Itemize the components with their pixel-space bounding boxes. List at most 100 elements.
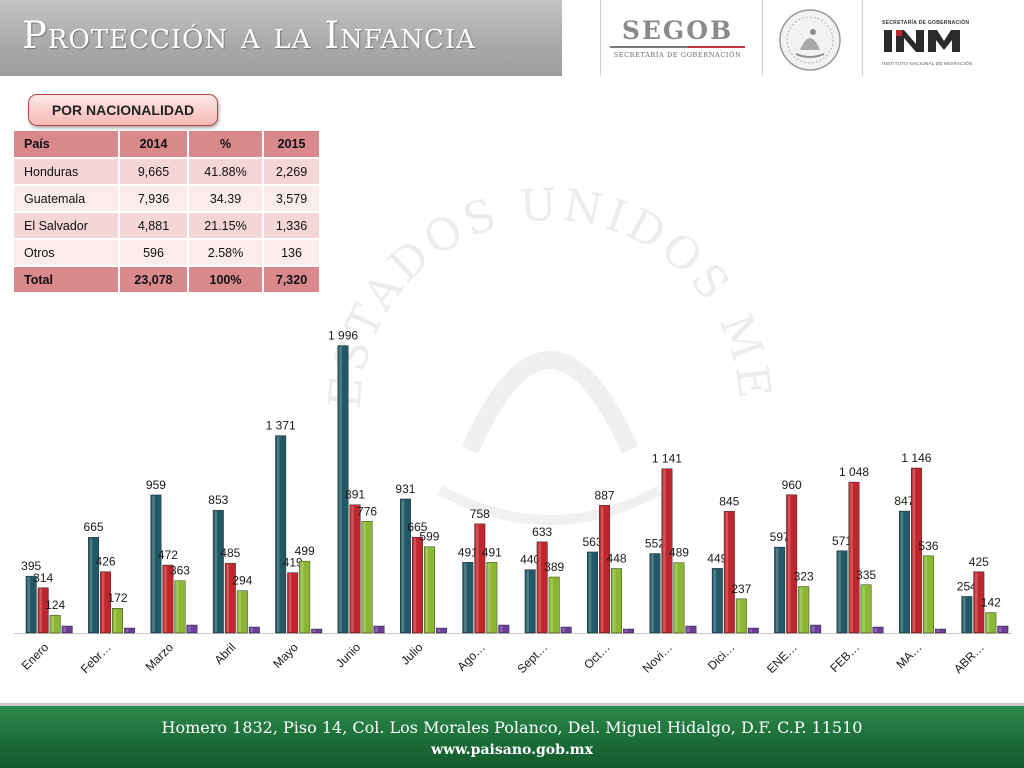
footer-address: Homero 1832, Piso 14, Col. Los Morales P… xyxy=(161,718,863,737)
table-cell: 4,881 xyxy=(120,213,189,240)
bar-highlight xyxy=(401,499,405,632)
bar-1 xyxy=(786,494,798,634)
data-label: 552 xyxy=(645,537,665,551)
table-row: Otros 596 2.58% 136 xyxy=(14,240,321,267)
bar-highlight xyxy=(288,573,292,632)
table-cell: 1,336 xyxy=(264,213,321,240)
table-cell: Total xyxy=(14,267,120,294)
bar-highlight xyxy=(300,562,304,632)
bar-highlight xyxy=(526,570,529,632)
x-tick-label: Marzo xyxy=(143,640,177,674)
data-label: 294 xyxy=(232,574,252,588)
table-header-cell: 2015 xyxy=(264,131,321,159)
section-badge: POR NACIONALIDAD xyxy=(28,94,218,126)
title-band: Protección a la Infancia xyxy=(0,0,562,76)
bar-3 xyxy=(685,625,697,634)
data-label: 891 xyxy=(345,488,365,502)
table-cell: 23,078 xyxy=(120,267,189,294)
bar-3 xyxy=(373,625,385,634)
bar-highlight xyxy=(975,572,978,632)
bar-highlight xyxy=(464,563,467,632)
data-label: 847 xyxy=(894,494,914,508)
bar-highlight xyxy=(787,495,791,632)
bar-highlight xyxy=(987,613,990,632)
x-tick-label: Novi… xyxy=(640,640,675,675)
header-divider xyxy=(600,0,601,76)
bar-highlight xyxy=(936,630,940,632)
bar-0 xyxy=(88,537,100,634)
segob-logo-name: SEGOB xyxy=(621,16,734,45)
bar-highlight xyxy=(152,495,155,632)
data-label: 1 146 xyxy=(901,451,931,465)
bar-highlight xyxy=(713,569,717,632)
bar-2 xyxy=(798,586,810,634)
bar-2 xyxy=(735,598,747,634)
bar-2 xyxy=(49,614,61,634)
data-label: 758 xyxy=(470,507,490,521)
bar-3 xyxy=(498,624,510,634)
bar-0 xyxy=(150,494,162,634)
table-cell: Honduras xyxy=(14,159,120,186)
bar-highlight xyxy=(125,629,129,632)
table-row: Guatemala 7,936 34.39 3,579 xyxy=(14,186,321,213)
bar-2 xyxy=(299,560,311,634)
data-label: 959 xyxy=(146,478,166,492)
data-label: 499 xyxy=(295,544,315,558)
data-label: 314 xyxy=(33,571,53,585)
x-tick-label: MA… xyxy=(893,640,924,671)
bar-1 xyxy=(723,511,735,634)
footer-url[interactable]: www.paisano.gob.mx xyxy=(431,742,593,758)
bar-1 xyxy=(37,587,49,634)
data-label: 142 xyxy=(981,596,1001,610)
bar-highlight xyxy=(39,588,42,632)
bar-highlight xyxy=(775,548,779,632)
bar-highlight xyxy=(912,468,916,632)
bar-0 xyxy=(337,345,349,634)
bar-0 xyxy=(649,553,661,634)
bar-1 xyxy=(349,504,361,634)
data-label: 536 xyxy=(918,539,938,553)
bar-0 xyxy=(275,435,287,634)
bar-highlight xyxy=(188,626,191,632)
bar-highlight xyxy=(500,626,503,632)
bar-2 xyxy=(985,612,997,634)
data-label: 597 xyxy=(770,530,790,544)
bar-3 xyxy=(997,625,1009,634)
bar-1 xyxy=(287,572,299,634)
bar-highlight xyxy=(113,609,117,632)
bar-highlight xyxy=(999,627,1002,632)
bar-0 xyxy=(587,551,599,634)
bar-highlight xyxy=(437,629,441,632)
bar-highlight xyxy=(811,626,815,632)
data-label: 472 xyxy=(158,548,178,562)
data-label: 440 xyxy=(520,553,540,567)
header-bar: Protección a la Infancia SEGOB SECRETARÍ… xyxy=(0,0,1024,78)
bar-highlight xyxy=(963,597,966,632)
bar-3 xyxy=(124,627,136,634)
x-tick-label: Enero xyxy=(19,640,52,673)
bar-3 xyxy=(872,626,884,634)
inm-logo-subtitle: INSTITUTO NACIONAL DE MIGRACIÓN xyxy=(882,61,973,66)
nationality-table: País 2014 % 2015 Honduras 9,665 41.88% 2… xyxy=(14,131,321,294)
bar-0 xyxy=(462,562,474,634)
data-label: 931 xyxy=(395,482,415,496)
x-tick-label: ABR… xyxy=(951,640,987,676)
table-cell: 2,269 xyxy=(264,159,321,186)
table-cell: Otros xyxy=(14,240,120,267)
data-label: 124 xyxy=(45,598,65,612)
bar-highlight xyxy=(624,630,628,632)
bar-highlight xyxy=(600,506,604,632)
data-label: 887 xyxy=(595,488,615,502)
segob-logo-rule xyxy=(610,46,745,48)
bar-1 xyxy=(536,541,548,634)
bar-3 xyxy=(747,627,759,634)
data-label: 571 xyxy=(832,534,852,548)
bar-1 xyxy=(474,523,486,634)
bar-highlight xyxy=(238,591,242,632)
bar-1 xyxy=(910,467,922,634)
x-tick-label: Ago… xyxy=(454,640,487,673)
data-label: 599 xyxy=(419,530,439,544)
bar-0 xyxy=(212,509,224,634)
bar-highlight xyxy=(89,538,93,632)
data-label: 960 xyxy=(782,478,802,492)
